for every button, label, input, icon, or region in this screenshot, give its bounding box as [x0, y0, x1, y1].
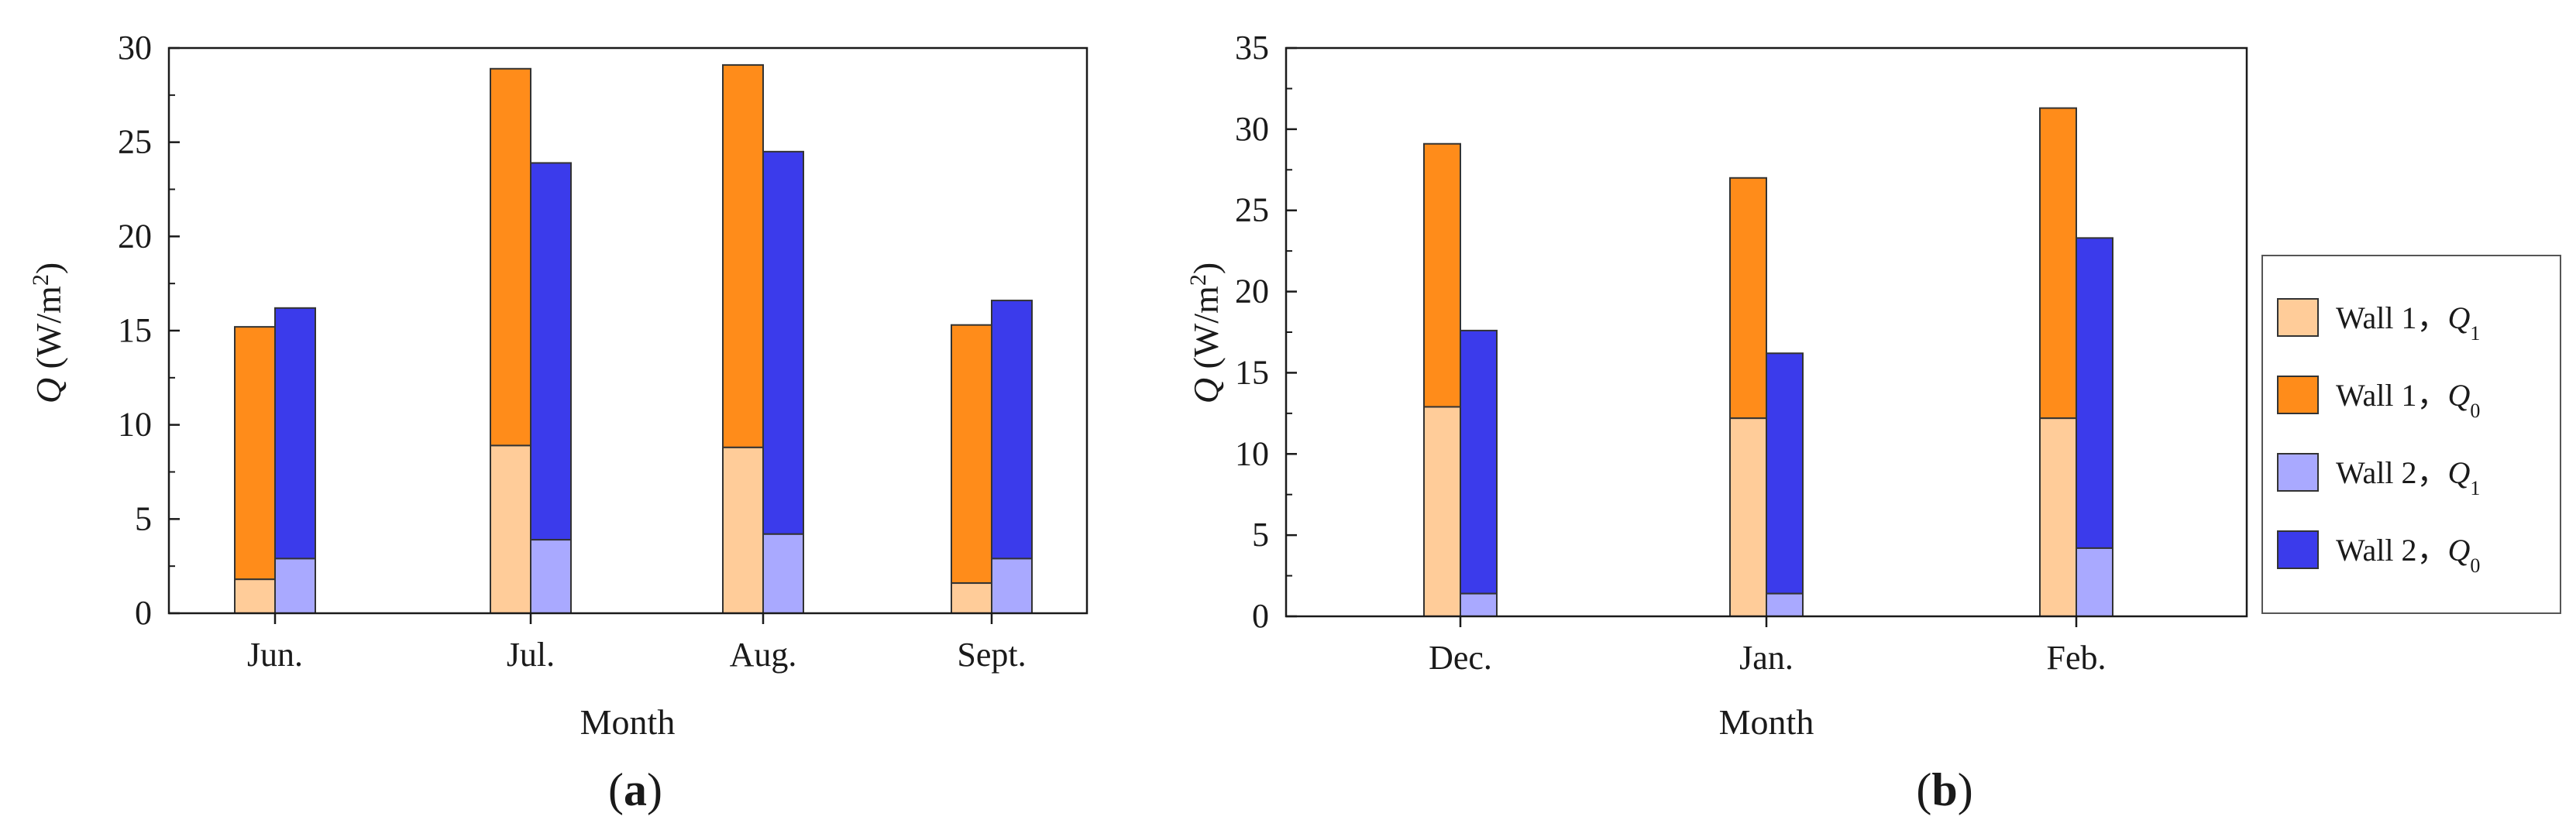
legend-item-text: Wall 2，: [2336, 455, 2448, 490]
bar-a-0-wall1-q0: [234, 326, 276, 581]
legend-swatch: [2277, 376, 2319, 414]
panel-label-letter: a: [624, 764, 647, 815]
legend-item-label: Wall 1，Q0: [2336, 378, 2480, 422]
bar-a-3-wall2-q1: [991, 557, 1033, 615]
bar-b-1-wall1-q0: [1729, 177, 1767, 420]
y-tick-label: 0: [1252, 597, 1269, 635]
legend-item-text: Wall 2，: [2336, 533, 2448, 568]
bar-b-0-wall2-q0: [1460, 329, 1498, 595]
bar-b-0-wall2-q1: [1460, 592, 1498, 618]
legend-item-subscript: 0: [2470, 400, 2480, 422]
y-axis-label: Q (W/m2): [28, 262, 69, 403]
bar-a-1-wall1-q1: [490, 444, 531, 615]
y-tick-label: 5: [135, 499, 152, 537]
panel-label: (b): [1916, 764, 1972, 815]
legend-item-label: Wall 1，Q1: [2336, 300, 2480, 345]
panel-label: (a): [608, 764, 662, 815]
y-axis-label: Q (W/m2): [1185, 262, 1226, 403]
chart-panel-a: 0 5 10 15 20 25 30 Jun. Jul. Aug. Sept. Month Q (W/m…: [28, 29, 1089, 815]
legend-item-text: Wall 1，: [2336, 378, 2448, 413]
legend-item-subscript: 0: [2470, 554, 2480, 577]
x-tick-label: Jul.: [507, 636, 555, 674]
x-tick-label: Sept.: [957, 636, 1026, 674]
bar-a-3-wall1-q0: [951, 324, 992, 585]
legend-item-subscript: 1: [2470, 477, 2480, 499]
y-axis-label-unit-sup: 2: [28, 274, 53, 286]
bar-b-1-wall2-q0: [1766, 352, 1804, 595]
y-axis-label-unit-sup: 2: [1185, 274, 1211, 286]
x-tick-label: Jan.: [1739, 639, 1794, 677]
y-tick-label: 10: [1235, 434, 1269, 472]
bar-a-0-wall2-q0: [274, 307, 316, 560]
y-tick-label: 15: [1235, 353, 1269, 391]
x-axis-label: Month: [1719, 702, 1814, 742]
y-tick-label: 5: [1252, 516, 1269, 554]
legend-item-subscript: 1: [2470, 322, 2480, 345]
legend-item-label: Wall 2，Q0: [2336, 533, 2480, 577]
bar-a-1-wall1-q0: [490, 67, 531, 447]
bar-b-1-wall2-q1: [1766, 592, 1804, 618]
panel-label-letter: b: [1931, 764, 1957, 815]
x-tick-label: Feb.: [2047, 639, 2107, 677]
bar-a-2-wall2-q1: [762, 533, 804, 614]
panel-label-close: ): [647, 764, 662, 815]
y-tick-label: 0: [135, 594, 152, 632]
legend-item-symbol: Q: [2448, 300, 2471, 335]
bar-b-2-wall2-q0: [2076, 237, 2113, 549]
y-tick-label: 10: [118, 406, 152, 444]
y-tick-label: 15: [118, 311, 152, 349]
legend-swatch: [2277, 530, 2319, 569]
bar-b-0-wall1-q1: [1423, 406, 1461, 617]
x-tick-label: Dec.: [1429, 639, 1492, 677]
y-tick-label: 25: [118, 123, 152, 161]
legend-item-symbol: Q: [2448, 455, 2471, 490]
panel-label-open: (: [1916, 764, 1931, 815]
y-tick-label: 20: [118, 217, 152, 255]
y-axis-label-unit: (W/m: [29, 286, 68, 378]
legend-item-symbol: Q: [2448, 378, 2471, 413]
legend-item-text: Wall 1，: [2336, 300, 2448, 335]
bar-a-3-wall2-q0: [991, 300, 1033, 560]
x-tick-label: Jun.: [247, 636, 303, 674]
bar-a-1-wall2-q0: [530, 162, 572, 541]
y-tick-label: 25: [1235, 191, 1269, 229]
y-tick-label: 30: [1235, 110, 1269, 148]
x-axis-label: Month: [580, 702, 676, 742]
bar-b-2-wall2-q1: [2076, 547, 2113, 617]
y-axis-label-symbol: Q: [1186, 378, 1226, 403]
x-tick-label: Aug.: [730, 636, 797, 674]
y-axis-label-unit-close: ): [29, 262, 68, 274]
y-axis-label-unit-close: ): [1186, 262, 1226, 274]
legend-swatch: [2277, 298, 2319, 337]
bar-a-2-wall1-q1: [722, 446, 764, 614]
bar-a-0-wall1-q1: [234, 578, 276, 615]
bar-a-1-wall2-q1: [530, 539, 572, 614]
bar-a-2-wall1-q0: [722, 63, 764, 448]
bar-a-3-wall1-q1: [951, 582, 992, 614]
panel-label-open: (: [608, 764, 624, 815]
legend-item-symbol: Q: [2448, 533, 2471, 568]
bar-a-0-wall2-q1: [274, 557, 316, 615]
bar-b-1-wall1-q1: [1729, 417, 1767, 617]
bar-b-0-wall1-q0: [1423, 142, 1461, 408]
y-axis-label-unit: (W/m: [1186, 286, 1226, 378]
y-tick-label: 30: [118, 29, 152, 67]
panel-label-close: ): [1958, 764, 1973, 815]
legend-item-label: Wall 2，Q1: [2336, 455, 2480, 499]
bar-b-2-wall1-q1: [2039, 417, 2077, 617]
bar-a-2-wall2-q0: [762, 150, 804, 535]
bar-b-2-wall1-q0: [2039, 107, 2077, 420]
y-tick-label: 35: [1235, 29, 1269, 67]
legend-swatch: [2277, 453, 2319, 492]
y-tick-label: 20: [1235, 273, 1269, 310]
y-axis-label-symbol: Q: [29, 378, 68, 403]
